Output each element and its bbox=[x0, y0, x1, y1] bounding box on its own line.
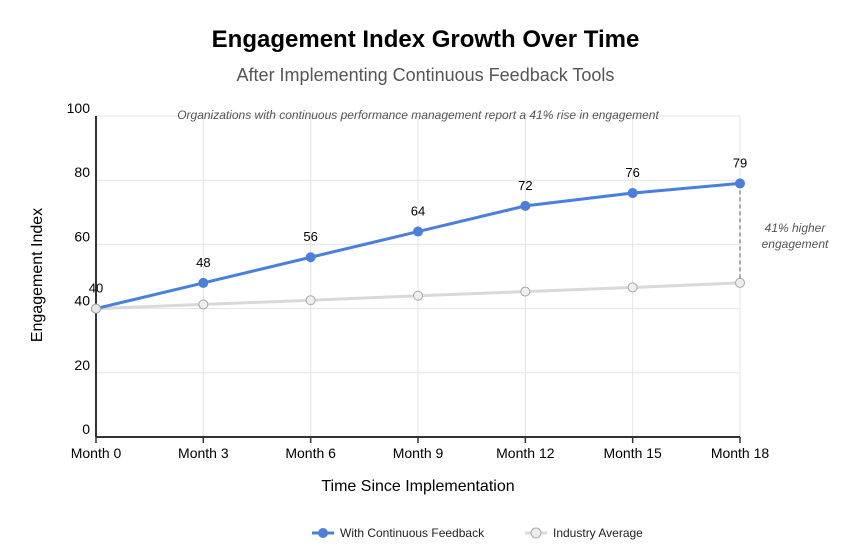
gap-annotation-line2: engagement bbox=[762, 237, 829, 251]
data-label: 79 bbox=[733, 155, 747, 170]
legend-swatch-marker bbox=[530, 527, 542, 539]
grid-lines bbox=[96, 115, 741, 437]
y-tick-label: 40 bbox=[74, 293, 90, 309]
x-tick-label: Month 3 bbox=[178, 445, 229, 461]
industry-average-point bbox=[520, 286, 531, 297]
data-label: 56 bbox=[303, 229, 317, 244]
continuous-feedback-point bbox=[413, 226, 423, 237]
gap-annotation-line1: 41% higher bbox=[765, 221, 827, 235]
legend-label-continuous-feedback: With Continuous Feedback bbox=[340, 526, 485, 540]
x-tick-label: Month 0 bbox=[71, 445, 122, 461]
industry-average-point bbox=[413, 290, 423, 301]
x-tick-label: Month 18 bbox=[711, 445, 770, 461]
x-tick-label: Month 6 bbox=[285, 445, 336, 461]
x-tick-label: Month 12 bbox=[496, 445, 555, 461]
legend-label-industry-average: Industry Average bbox=[553, 526, 643, 540]
legend: With Continuous Feedback Industry Averag… bbox=[312, 526, 643, 540]
x-axis-label: Time Since Implementation bbox=[321, 478, 514, 495]
continuous-feedback-point bbox=[627, 188, 638, 199]
industry-average-point bbox=[305, 295, 316, 306]
y-tick-label: 60 bbox=[74, 228, 90, 244]
y-tick-labels: 0 20 40 60 80 100 bbox=[67, 100, 91, 437]
data-label: 72 bbox=[518, 178, 532, 193]
industry-average-point bbox=[91, 303, 101, 314]
data-label: 76 bbox=[625, 165, 639, 180]
axes bbox=[95, 116, 741, 443]
data-label: 40 bbox=[89, 281, 103, 296]
continuous-feedback-point bbox=[520, 200, 531, 211]
industry-average-point bbox=[198, 299, 209, 310]
y-tick-label: 80 bbox=[74, 164, 90, 180]
legend-swatch-marker bbox=[318, 528, 328, 538]
data-label: 48 bbox=[196, 255, 210, 270]
x-tick-label: Month 15 bbox=[603, 445, 662, 461]
x-tick-labels: Month 0 Month 3 Month 6 Month 9 Month 12 Mont… bbox=[71, 445, 770, 461]
y-tick-label: 20 bbox=[74, 357, 90, 373]
legend-item-continuous-feedback[interactable]: With Continuous Feedback bbox=[312, 526, 485, 540]
industry-average-point bbox=[627, 282, 638, 293]
data-label: 64 bbox=[411, 204, 425, 219]
y-tick-label: 0 bbox=[82, 421, 90, 437]
y-axis-label: Engagement Index bbox=[29, 208, 46, 342]
chart-subtitle: After Implementing Continuous Feedback T… bbox=[236, 65, 615, 85]
continuous-feedback-point bbox=[735, 178, 745, 189]
x-tick-label: Month 9 bbox=[393, 445, 444, 461]
continuous-feedback-point bbox=[305, 252, 316, 263]
legend-item-industry-average[interactable]: Industry Average bbox=[525, 526, 643, 540]
chart-title: Engagement Index Growth Over Time bbox=[211, 26, 640, 53]
industry-average-point bbox=[735, 277, 745, 288]
y-tick-label: 100 bbox=[67, 100, 91, 116]
series-layer bbox=[91, 178, 745, 314]
top-annotation: Organizations with continuous performanc… bbox=[177, 108, 659, 122]
data-labels: 40 48 56 64 72 76 79 bbox=[89, 155, 747, 295]
continuous-feedback-point bbox=[198, 277, 209, 288]
